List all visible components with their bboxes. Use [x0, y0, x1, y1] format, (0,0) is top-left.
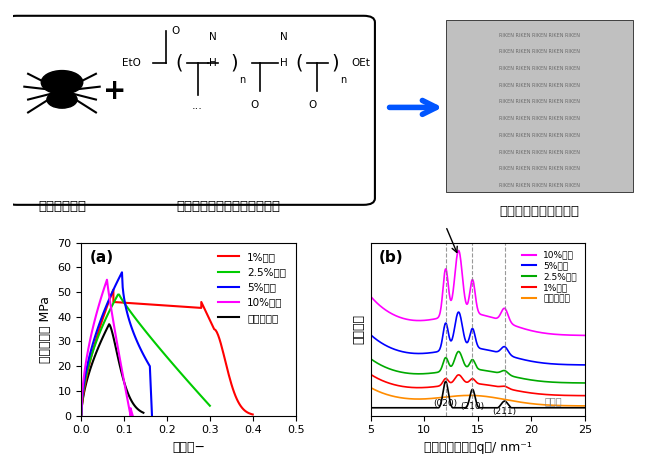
1%添加: [156, 302, 164, 308]
1%添加: [249, 411, 257, 417]
2.5%添加: [114, 292, 122, 297]
1%添加: [97, 321, 105, 326]
Text: 添加剤: 添加剤: [544, 396, 562, 407]
Text: RIKEN RIKEN RIKEN RIKEN RIKEN: RIKEN RIKEN RIKEN RIKEN RIKEN: [499, 149, 580, 155]
10%添加: [96, 297, 104, 303]
5%添加: [133, 337, 140, 342]
2.5%添加: [206, 403, 214, 409]
2.5%添加: [167, 359, 175, 365]
Circle shape: [42, 71, 83, 94]
1%添加: [77, 413, 85, 418]
Text: OEt: OEt: [351, 58, 370, 68]
Text: (b): (b): [379, 249, 404, 265]
シルクのみ: [91, 354, 99, 359]
Text: RIKEN RIKEN RIKEN RIKEN RIKEN: RIKEN RIKEN RIKEN RIKEN RIKEN: [499, 66, 580, 71]
5%添加: [133, 339, 141, 344]
シルクのみ: [135, 408, 143, 413]
Text: ): ): [230, 54, 238, 72]
2.5%添加: [77, 413, 85, 418]
10%添加: [94, 306, 101, 312]
Text: EtO: EtO: [122, 58, 141, 68]
10%添加: [77, 413, 85, 418]
Text: (: (: [176, 54, 183, 72]
Text: RIKEN RIKEN RIKEN RIKEN RIKEN: RIKEN RIKEN RIKEN RIKEN RIKEN: [499, 183, 580, 188]
10%添加: [105, 290, 112, 296]
10%添加: [94, 304, 102, 310]
Text: H: H: [209, 58, 217, 68]
Text: O: O: [308, 99, 316, 110]
Text: (210): (210): [460, 402, 484, 411]
Text: RIKEN RIKEN RIKEN RIKEN RIKEN: RIKEN RIKEN RIKEN RIKEN RIKEN: [499, 33, 580, 38]
FancyBboxPatch shape: [5, 16, 375, 205]
Text: (a): (a): [90, 249, 114, 265]
Y-axis label: 散乱強度: 散乱強度: [352, 314, 365, 344]
Text: (: (: [295, 54, 303, 72]
1%添加: [157, 303, 165, 308]
Text: (211): (211): [493, 407, 517, 416]
Text: RIKEN RIKEN RIKEN RIKEN RIKEN: RIKEN RIKEN RIKEN RIKEN RIKEN: [499, 99, 580, 105]
Y-axis label: 引張強度／ MPa: 引張強度／ MPa: [39, 296, 52, 363]
Line: 5%添加: 5%添加: [81, 272, 152, 416]
Text: n: n: [341, 75, 347, 85]
10%添加: [129, 413, 136, 418]
シルクのみ: [112, 346, 120, 352]
Legend: 10%添加, 5%添加, 2.5%添加, 1%添加, シルクのみ: 10%添加, 5%添加, 2.5%添加, 1%添加, シルクのみ: [519, 247, 580, 307]
シルクのみ: [94, 346, 101, 352]
5%添加: [130, 332, 138, 337]
Text: ): ): [332, 54, 339, 72]
Legend: 1%添加, 2.5%添加, 5%添加, 10%添加, シルクのみ: 1%添加, 2.5%添加, 5%添加, 10%添加, シルクのみ: [214, 248, 291, 327]
5%添加: [77, 413, 85, 418]
X-axis label: 伸び／−: 伸び／−: [172, 441, 205, 454]
Text: RIKEN RIKEN RIKEN RIKEN RIKEN: RIKEN RIKEN RIKEN RIKEN RIKEN: [499, 83, 580, 88]
5%添加: [92, 333, 99, 339]
Text: RIKEN RIKEN RIKEN RIKEN RIKEN: RIKEN RIKEN RIKEN RIKEN RIKEN: [499, 166, 580, 171]
5%添加: [129, 328, 136, 333]
Text: +: +: [103, 77, 127, 105]
Line: 1%添加: 1%添加: [81, 290, 253, 416]
5%添加: [81, 377, 88, 382]
Text: RIKEN RIKEN RIKEN RIKEN RIKEN: RIKEN RIKEN RIKEN RIKEN RIKEN: [499, 133, 580, 138]
シルクのみ: [140, 410, 148, 416]
10%添加: [127, 405, 135, 411]
1%添加: [226, 377, 234, 382]
2.5%添加: [150, 339, 157, 344]
FancyBboxPatch shape: [446, 20, 633, 192]
シルクのみ: [137, 409, 145, 414]
1%添加: [165, 303, 173, 309]
10%添加: [103, 277, 111, 283]
Text: ...: ...: [192, 101, 203, 111]
Text: RIKEN RIKEN RIKEN RIKEN RIKEN: RIKEN RIKEN RIKEN RIKEN RIKEN: [499, 116, 580, 121]
2.5%添加: [112, 296, 120, 301]
2.5%添加: [180, 374, 188, 380]
シルクのみ: [105, 321, 113, 327]
Text: O: O: [251, 99, 259, 110]
1%添加: [109, 287, 117, 292]
シルクのみ: [117, 367, 125, 372]
Text: n: n: [239, 75, 246, 85]
5%添加: [148, 413, 156, 418]
シルクのみ: [77, 413, 85, 418]
Text: テレケリック型ポリアラニン: テレケリック型ポリアラニン: [176, 200, 280, 213]
Text: N: N: [209, 32, 217, 42]
X-axis label: 散乱ベクトル（q）/ nm⁻¹: 散乱ベクトル（q）/ nm⁻¹: [424, 441, 532, 454]
Text: (020): (020): [434, 399, 458, 408]
Text: コンポジットフィルム: コンポジットフィルム: [499, 205, 580, 218]
Line: 10%添加: 10%添加: [81, 280, 133, 416]
2.5%添加: [105, 311, 112, 316]
1%添加: [136, 301, 144, 306]
2.5%添加: [203, 399, 211, 405]
Text: N: N: [280, 32, 287, 42]
Text: O: O: [172, 26, 180, 36]
Text: クモ糸シルク: クモ糸シルク: [38, 200, 86, 213]
Line: シルクのみ: シルクのみ: [81, 324, 144, 416]
Text: RIKEN RIKEN RIKEN RIKEN RIKEN: RIKEN RIKEN RIKEN RIKEN RIKEN: [499, 50, 580, 54]
10%添加: [86, 335, 94, 341]
Text: H: H: [280, 58, 287, 68]
Circle shape: [47, 91, 77, 108]
Line: 2.5%添加: 2.5%添加: [81, 295, 210, 416]
5%添加: [118, 269, 126, 275]
